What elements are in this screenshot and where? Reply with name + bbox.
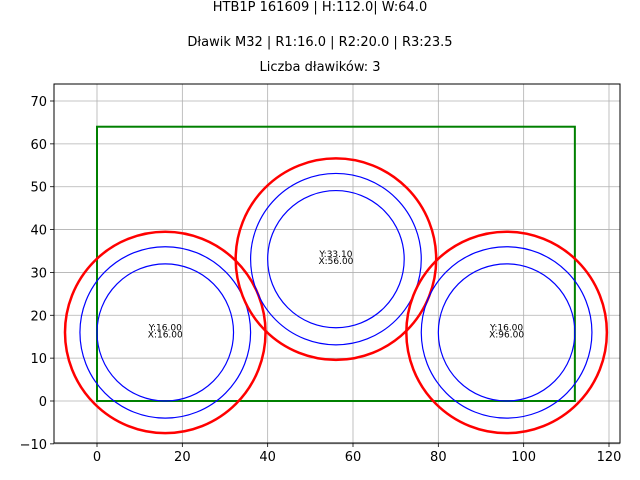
gland-label-y: Y:16.00 bbox=[148, 323, 182, 333]
plot-area: Y:16.00X:16.00Y:33.10X:56.00Y:16.00X:96.… bbox=[63, 125, 609, 435]
y-tick-label: 30 bbox=[30, 266, 47, 281]
gland-label-y: Y:16.00 bbox=[489, 323, 523, 333]
y-tick-label: 50 bbox=[30, 181, 47, 196]
x-tick-label: 100 bbox=[511, 450, 536, 465]
gland-circle-r2 bbox=[249, 172, 422, 346]
gland-circle-r2 bbox=[79, 246, 252, 419]
enclosure-rectangle bbox=[96, 125, 576, 402]
gland-circle-r1 bbox=[267, 189, 405, 329]
axis-ticks: 0 20 40 60 80 100 120 −10 0 10 20 30 40 50 60 70 bbox=[20, 95, 622, 465]
gland-circle-r2 bbox=[420, 246, 593, 419]
y-tick-label: 70 bbox=[30, 95, 47, 110]
y-tick-label: −10 bbox=[20, 438, 47, 453]
chart-title: HTB1P 161609 | H:112.0| W:64.0 bbox=[212, 0, 428, 15]
x-tick-label: 40 bbox=[259, 450, 276, 465]
axes-frame bbox=[53, 83, 621, 444]
y-tick-label: 20 bbox=[30, 309, 47, 324]
gland-circle-r1 bbox=[437, 263, 576, 402]
gland-label-y: Y:33.10 bbox=[318, 250, 352, 260]
x-tick-label: 20 bbox=[174, 450, 191, 465]
gland-label-x: X:96.00 bbox=[489, 330, 524, 340]
chart-subtitle-gland-info: Dławik M32 | R1:16.0 | R2:20.0 | R3:23.5 bbox=[187, 35, 453, 50]
x-tick-label: 80 bbox=[430, 450, 447, 465]
y-tick-label: 0 bbox=[39, 395, 47, 410]
x-tick-label: 0 bbox=[93, 450, 101, 465]
y-tick-label: 10 bbox=[30, 352, 47, 367]
gland-circle-r1 bbox=[96, 263, 235, 402]
y-tick-label: 40 bbox=[30, 224, 47, 239]
y-tick-label: 60 bbox=[30, 138, 47, 153]
gland-label-x: X:56.00 bbox=[318, 257, 353, 267]
gland-label-x: X:16.00 bbox=[148, 330, 183, 340]
x-tick-label: 120 bbox=[597, 450, 622, 465]
gland-circle-r3 bbox=[405, 230, 609, 435]
x-tick-label: 60 bbox=[345, 450, 362, 465]
chart-subtitle-gland-count: Liczba dławików: 3 bbox=[259, 60, 381, 75]
